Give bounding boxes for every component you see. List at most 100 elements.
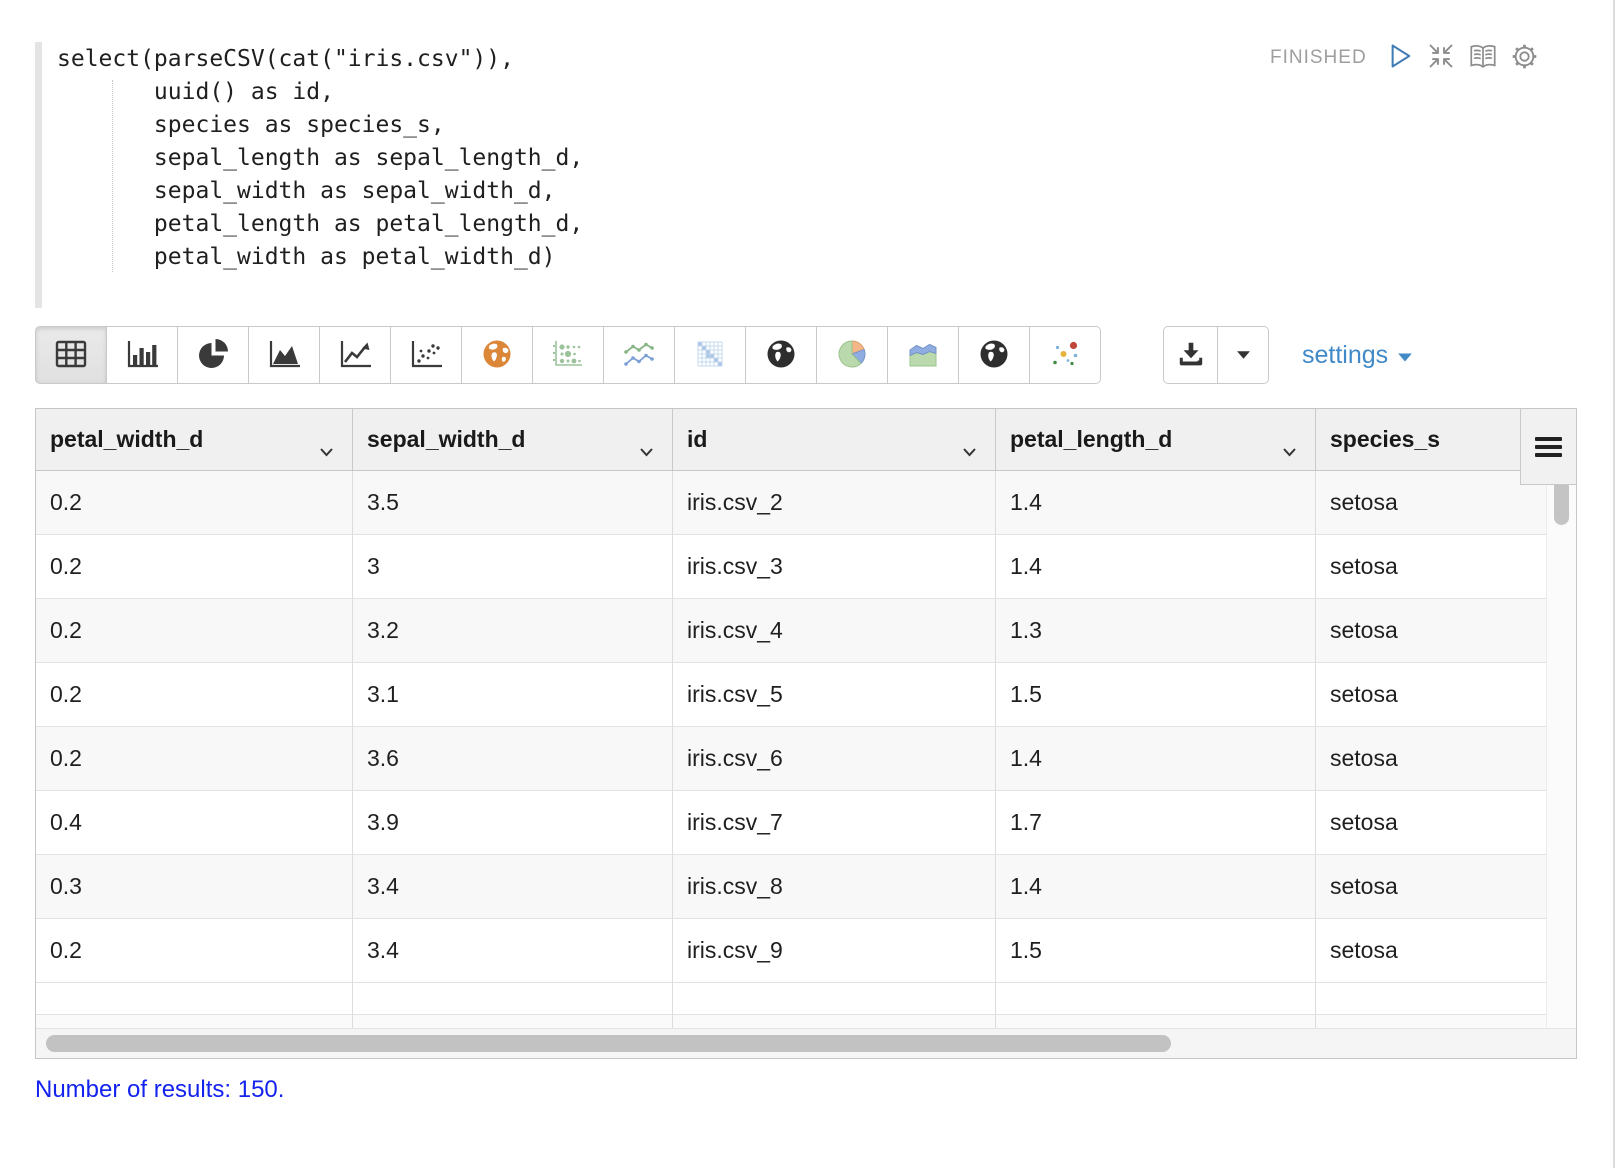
paragraph-settings-button[interactable] — [1511, 43, 1538, 73]
globe-orange-icon — [481, 338, 513, 373]
table-cell: iris.csv_8 — [673, 855, 996, 918]
table-cell: 3 — [353, 535, 673, 598]
scatter-chart-icon — [409, 339, 443, 372]
table-cell: setosa — [1330, 937, 1398, 963]
download-split-button — [1163, 326, 1269, 384]
table-cell: setosa — [1330, 681, 1398, 707]
table-cell: setosa — [1330, 489, 1398, 515]
table-row: 0.2 3.1 iris.csv_5 1.5 setosa — [36, 663, 1576, 727]
chevron-down-icon[interactable] — [639, 436, 654, 463]
display-heatmap-button[interactable] — [674, 326, 746, 384]
table-cell: 1.3 — [996, 599, 1316, 662]
download-button[interactable] — [1163, 326, 1218, 384]
code-text[interactable]: select(parseCSV(cat("iris.csv")), uuid()… — [57, 46, 584, 270]
table-row: 0.2 3.6 iris.csv_6 1.4 setosa — [36, 727, 1576, 791]
table-cell: 1.7 — [996, 791, 1316, 854]
vertical-scrollbar[interactable] — [1546, 471, 1576, 1028]
table-cell: setosa — [1330, 617, 1398, 643]
pie-chart-icon — [197, 338, 229, 373]
display-type-toolbar — [35, 326, 1101, 384]
table-cell: iris.csv_4 — [673, 599, 996, 662]
chevron-down-icon[interactable] — [962, 436, 977, 463]
display-line-chart-button[interactable] — [319, 326, 391, 384]
table-body: 0.2 3.5 iris.csv_2 1.4 setosa 0.2 3 iris.csv_3 1… — [36, 471, 1576, 983]
table-cell: 0.2 — [36, 727, 353, 790]
column-label: id — [687, 426, 708, 452]
column-header-petal_width_d[interactable]: petal_width_d — [36, 409, 353, 470]
display-area-color-button[interactable] — [887, 326, 959, 384]
table-cell: iris.csv_3 — [673, 535, 996, 598]
column-header-petal_length_d[interactable]: petal_length_d — [996, 409, 1316, 470]
table-cell: 1.4 — [996, 727, 1316, 790]
display-map-orange-button[interactable] — [461, 326, 533, 384]
table-cell: 0.2 — [36, 599, 353, 662]
display-bubble-matrix-button[interactable] — [532, 326, 604, 384]
run-button[interactable] — [1387, 42, 1414, 73]
table-cell: 3.2 — [353, 599, 673, 662]
table-cell: 0.2 — [36, 471, 353, 534]
table-row-sliver — [36, 1015, 1576, 1028]
table-row: 0.2 3 iris.csv_3 1.4 setosa — [36, 535, 1576, 599]
column-header-species_s[interactable]: species_s — [1316, 409, 1520, 470]
display-scatter-color-button[interactable] — [1029, 326, 1101, 384]
column-label: species_s — [1330, 426, 1440, 452]
table-row: 0.2 3.4 iris.csv_9 1.5 setosa — [36, 919, 1576, 983]
results-count: Number of results: 150. — [35, 1076, 285, 1103]
column-header-sepal_width_d[interactable]: sepal_width_d — [353, 409, 673, 470]
chevron-down-icon[interactable] — [319, 436, 334, 463]
bubble-matrix-icon — [551, 339, 585, 372]
table-cell: setosa — [1330, 553, 1398, 579]
horizontal-scrollbar-thumb[interactable] — [46, 1035, 1171, 1052]
line-chart-icon — [338, 339, 372, 372]
table-cell: iris.csv_7 — [673, 791, 996, 854]
display-bar-chart-button[interactable] — [106, 326, 178, 384]
compress-icon — [1427, 42, 1455, 73]
display-scatter-chart-button[interactable] — [390, 326, 462, 384]
display-map-dark-2-button[interactable] — [958, 326, 1030, 384]
area-chart-icon — [267, 339, 301, 372]
multi-line-chart-icon — [622, 339, 656, 372]
table-row: 0.4 3.9 iris.csv_7 1.7 setosa — [36, 791, 1576, 855]
display-multi-line-button[interactable] — [603, 326, 675, 384]
table-cell: setosa — [1330, 809, 1398, 835]
horizontal-scrollbar[interactable] — [36, 1028, 1576, 1058]
column-label: sepal_width_d — [367, 426, 526, 452]
download-options-button[interactable] — [1217, 326, 1269, 384]
table-cell: 0.2 — [36, 919, 353, 982]
table-cell: 3.6 — [353, 727, 673, 790]
table-menu-button[interactable] — [1520, 409, 1576, 485]
caret-down-icon — [1397, 341, 1413, 370]
table-cell: 3.9 — [353, 791, 673, 854]
page-right-border — [1613, 0, 1615, 1168]
column-header-id[interactable]: id — [673, 409, 996, 470]
chevron-down-icon[interactable] — [1282, 436, 1297, 463]
display-pie-chart-button[interactable] — [177, 326, 249, 384]
table-cell: 0.4 — [36, 791, 353, 854]
collapse-button[interactable] — [1427, 42, 1455, 73]
table-row-partial — [36, 983, 1576, 1015]
settings-toggle[interactable]: settings — [1302, 326, 1413, 384]
table-row: 0.3 3.4 iris.csv_8 1.4 setosa — [36, 855, 1576, 919]
vertical-scrollbar-thumb[interactable] — [1554, 479, 1569, 525]
table-cell: iris.csv_2 — [673, 471, 996, 534]
download-icon — [1176, 340, 1206, 371]
table-cell: 3.1 — [353, 663, 673, 726]
table-cell: 3.4 — [353, 855, 673, 918]
table-cell: 0.2 — [36, 663, 353, 726]
display-table-button[interactable] — [35, 326, 107, 384]
display-area-chart-button[interactable] — [248, 326, 320, 384]
show-editor-button[interactable] — [1468, 43, 1498, 73]
table-cell: 1.4 — [996, 535, 1316, 598]
code-editor[interactable]: select(parseCSV(cat("iris.csv")), uuid()… — [35, 40, 1135, 310]
display-pie-color-button[interactable] — [816, 326, 888, 384]
indent-guide-line — [112, 80, 113, 272]
editor-gutter — [35, 42, 42, 308]
display-map-dark-button[interactable] — [745, 326, 817, 384]
book-icon — [1468, 43, 1498, 73]
table-cell: 1.4 — [996, 471, 1316, 534]
paragraph-controls: FINISHED — [1270, 42, 1538, 73]
result-table: petal_width_d sepal_width_d id petal_len… — [35, 408, 1577, 1059]
scatter-color-icon — [1049, 339, 1081, 372]
table-cell: setosa — [1330, 745, 1398, 771]
